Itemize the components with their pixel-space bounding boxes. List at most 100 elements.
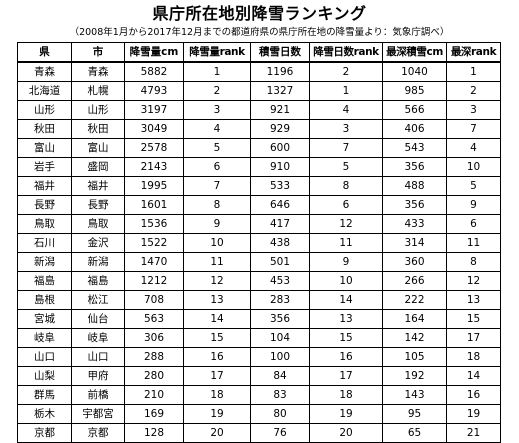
snowfall-rank-cell: 3 [183,100,251,120]
city-cell: 岐阜 [71,328,125,348]
snowfall-rank-cell: 7 [183,176,251,196]
prefecture-cell: 島根 [17,290,72,310]
city-cell: 鳥取 [71,214,125,234]
snowfall-cm-cell: 3197 [124,100,184,120]
header-row: 県 市 降雪量cm 降雪量rank 積雪日数 降雪日数rank 最深積雪cm 最… [17,42,501,63]
max-depth-rank-cell: 9 [446,195,501,215]
city-cell: 前橋 [71,385,125,405]
city-cell: 宇都宮 [71,404,125,424]
snow-days-rank-cell: 11 [309,233,383,253]
snowfall-rank-cell: 19 [183,404,251,424]
prefecture-cell: 長野 [17,195,72,215]
table-row: 岩手 盛岡 2143 6 910 5 356 10 [17,157,501,177]
max-depth-rank-cell: 19 [446,404,501,424]
prefecture-cell: 山形 [17,100,72,120]
snow-days-cell: 438 [250,233,310,253]
max-depth-cm-cell: 105 [382,347,447,367]
snowfall-rank-cell: 16 [183,347,251,367]
max-depth-rank-cell: 10 [446,157,501,177]
max-depth-rank-cell: 3 [446,100,501,120]
prefecture-cell: 岐阜 [17,328,72,348]
prefecture-cell: 山梨 [17,366,72,386]
max-depth-cm-cell: 95 [382,404,447,424]
max-depth-rank-cell: 16 [446,385,501,405]
snow-days-rank-cell: 20 [309,423,383,443]
snow-days-cell: 283 [250,290,310,310]
max-depth-cm-cell: 1040 [382,61,447,82]
table-row: 群馬 前橋 210 18 83 18 143 16 [17,385,501,405]
column-header-snow-days-rank: 降雪日数rank [309,42,383,63]
max-depth-rank-cell: 4 [446,138,501,158]
snowfall-cm-cell: 4793 [124,81,184,101]
snow-days-rank-cell: 16 [309,347,383,367]
max-depth-rank-cell: 12 [446,271,501,291]
snowfall-rank-cell: 11 [183,252,251,272]
snowfall-rank-cell: 10 [183,233,251,253]
snowfall-cm-cell: 306 [124,328,184,348]
prefecture-cell: 秋田 [17,119,72,139]
snow-days-cell: 80 [250,404,310,424]
snowfall-cm-cell: 280 [124,366,184,386]
table-row: 新潟 新潟 1470 11 501 9 360 8 [17,252,501,272]
snow-days-rank-cell: 13 [309,309,383,329]
snowfall-cm-cell: 3049 [124,119,184,139]
max-depth-rank-cell: 1 [446,61,501,82]
snowfall-rank-cell: 20 [183,423,251,443]
snow-days-rank-cell: 17 [309,366,383,386]
snow-days-rank-cell: 4 [309,100,383,120]
table-row: 京都 京都 128 20 76 20 65 21 [17,423,501,443]
prefecture-cell: 鳥取 [17,214,72,234]
column-header-prefecture: 県 [17,42,72,63]
table-row: 島根 松江 708 13 283 14 222 13 [17,290,501,310]
snow-days-cell: 501 [250,252,310,272]
max-depth-rank-cell: 7 [446,119,501,139]
snow-days-cell: 910 [250,157,310,177]
snow-days-rank-cell: 14 [309,290,383,310]
snowfall-cm-cell: 1212 [124,271,184,291]
snowfall-rank-cell: 12 [183,271,251,291]
snow-days-cell: 453 [250,271,310,291]
snow-days-rank-cell: 9 [309,252,383,272]
max-depth-cm-cell: 488 [382,176,447,196]
city-cell: 秋田 [71,119,125,139]
snowfall-rank-cell: 8 [183,195,251,215]
table-row: 宮城 仙台 563 14 356 13 164 15 [17,309,501,329]
max-depth-rank-cell: 13 [446,290,501,310]
max-depth-cm-cell: 566 [382,100,447,120]
city-cell: 松江 [71,290,125,310]
max-depth-rank-cell: 5 [446,176,501,196]
table-row: 北海道 札幌 4793 2 1327 1 985 2 [17,81,501,101]
snowfall-cm-cell: 563 [124,309,184,329]
max-depth-cm-cell: 406 [382,119,447,139]
max-depth-rank-cell: 15 [446,309,501,329]
prefecture-cell: 福島 [17,271,72,291]
prefecture-cell: 京都 [17,423,72,443]
table-row: 石川 金沢 1522 10 438 11 314 11 [17,233,501,253]
city-cell: 青森 [71,61,125,82]
snowfall-cm-cell: 1522 [124,233,184,253]
prefecture-cell: 宮城 [17,309,72,329]
prefecture-cell: 栃木 [17,404,72,424]
column-header-snowfall-rank: 降雪量rank [183,42,251,63]
snow-days-cell: 84 [250,366,310,386]
prefecture-cell: 山口 [17,347,72,367]
snow-days-cell: 646 [250,195,310,215]
column-header-max-depth-cm: 最深積雪cm [382,42,447,63]
max-depth-cm-cell: 266 [382,271,447,291]
snow-days-cell: 1196 [250,61,310,82]
max-depth-cm-cell: 143 [382,385,447,405]
max-depth-cm-cell: 65 [382,423,447,443]
city-cell: 仙台 [71,309,125,329]
city-cell: 福島 [71,271,125,291]
snow-days-rank-cell: 19 [309,404,383,424]
table-row: 山形 山形 3197 3 921 4 566 3 [17,100,501,120]
max-depth-rank-cell: 17 [446,328,501,348]
column-header-city: 市 [71,42,125,63]
snowfall-cm-cell: 1470 [124,252,184,272]
snowfall-cm-cell: 2143 [124,157,184,177]
city-cell: 甲府 [71,366,125,386]
max-depth-cm-cell: 164 [382,309,447,329]
max-depth-cm-cell: 356 [382,195,447,215]
column-header-snow-days: 積雪日数 [250,42,310,63]
snow-days-rank-cell: 5 [309,157,383,177]
